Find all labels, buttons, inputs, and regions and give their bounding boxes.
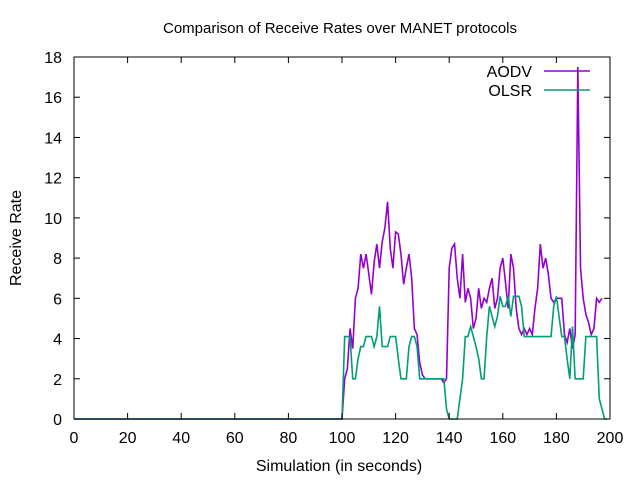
x-tick-label: 160	[489, 430, 516, 447]
series-line-olsr	[74, 295, 608, 420]
x-tick-label: 180	[543, 430, 570, 447]
x-tick-label: 100	[329, 430, 356, 447]
chart-title: Comparison of Receive Rates over MANET p…	[163, 20, 517, 37]
y-tick-label: 8	[53, 251, 62, 268]
y-tick-label: 4	[53, 332, 62, 349]
x-tick-label: 200	[597, 430, 624, 447]
x-tick-label: 0	[70, 430, 79, 447]
x-tick-label: 40	[172, 430, 190, 447]
legend-label-aodv: AODV	[487, 64, 533, 81]
x-tick-label: 140	[436, 430, 463, 447]
x-tick-label: 80	[280, 430, 298, 447]
x-tick-label: 60	[226, 430, 244, 447]
y-tick-label: 18	[44, 50, 62, 67]
y-tick-label: 12	[44, 171, 62, 188]
series-line-aodv	[74, 67, 603, 420]
legend: AODV OLSR	[487, 64, 590, 100]
y-tick-label: 14	[44, 130, 62, 147]
tick-group: 0 20 40 60 80 100 120 140 160 180 200 0 2 4 6 8 10 12 14 16…	[44, 50, 623, 447]
series-group	[74, 67, 608, 420]
y-tick-label: 16	[44, 90, 62, 107]
y-tick-label: 6	[53, 291, 62, 308]
y-tick-label: 0	[53, 412, 62, 429]
y-tick-label: 10	[44, 211, 62, 228]
x-axis-label: Simulation (in seconds)	[256, 458, 422, 475]
y-axis-label: Receive Rate	[8, 190, 25, 286]
legend-label-olsr: OLSR	[488, 83, 532, 100]
x-tick-label: 120	[382, 430, 409, 447]
y-tick-label: 2	[53, 372, 62, 389]
x-tick-label: 20	[119, 430, 137, 447]
